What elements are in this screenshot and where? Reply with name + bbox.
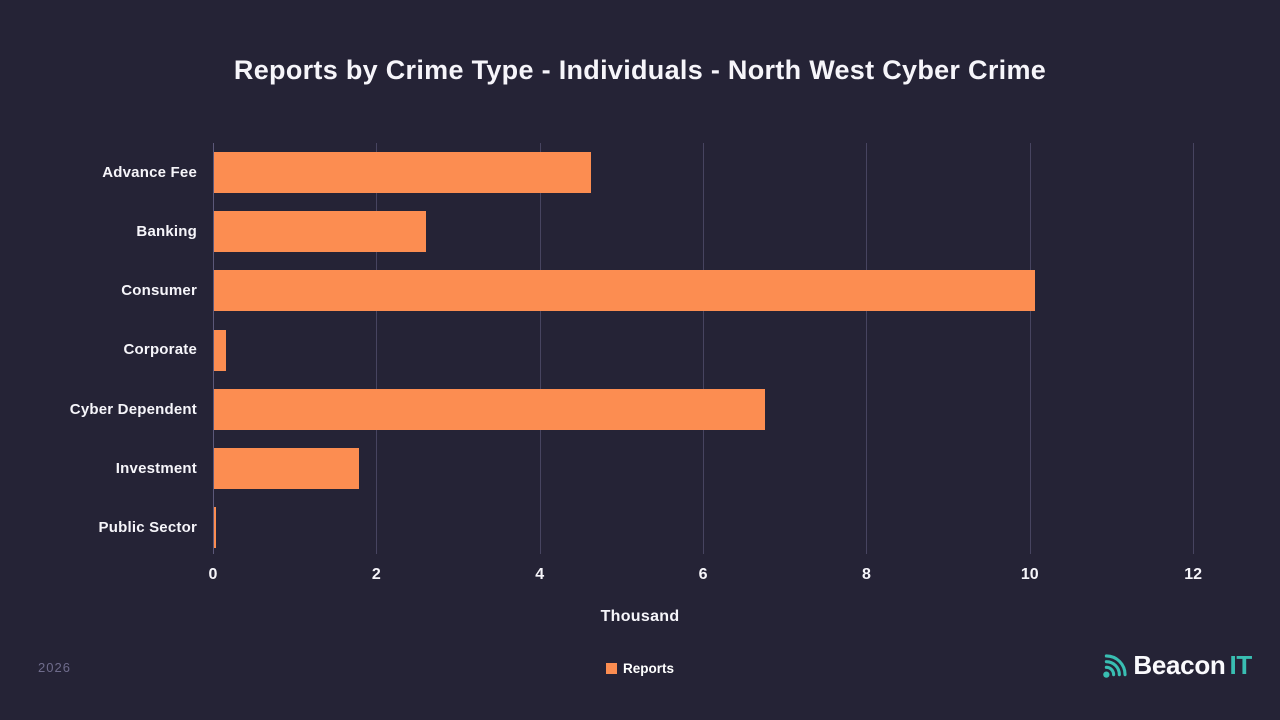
category-label-advance-fee: Advance Fee xyxy=(102,164,197,182)
footer-year: 2026 xyxy=(38,660,71,675)
category-label-corporate: Corporate xyxy=(123,341,197,359)
y-axis-line xyxy=(213,143,214,554)
bar-corporate xyxy=(214,329,227,371)
x-axis-tick-12: 12 xyxy=(1184,566,1203,583)
bar-advance-fee xyxy=(214,152,592,194)
logo-text-it: IT xyxy=(1229,650,1252,680)
x-gridline-8 xyxy=(866,143,868,554)
legend-swatch-icon xyxy=(605,663,617,674)
chart-title: Reports by Crime Type - Individuals - No… xyxy=(233,55,1047,85)
category-label-investment: Investment xyxy=(115,459,197,477)
bar-consumer xyxy=(214,270,1035,312)
x-axis-tick-4: 4 xyxy=(535,566,545,583)
y-axis-category-labels: Advance Fee Banking Consumer Corporate Cyber… xyxy=(0,143,197,557)
category-label-consumer: Consumer xyxy=(121,282,197,300)
beacon-signal-icon xyxy=(1103,654,1127,678)
x-axis-tick-labels: 0 2 4 6 8 10 12 xyxy=(209,566,1234,588)
category-label-public-sector: Public Sector xyxy=(98,518,197,536)
beaconit-logo: Beacon IT xyxy=(1102,650,1252,681)
legend-series-label: Reports xyxy=(622,661,674,676)
x-gridline-6 xyxy=(703,143,705,554)
logo-text-beacon: Beacon xyxy=(1133,650,1226,680)
x-axis-tick-10: 10 xyxy=(1020,566,1039,583)
bar-chart-plot-area xyxy=(213,143,1234,557)
x-axis-tick-6: 6 xyxy=(698,566,708,583)
x-axis-tick-2: 2 xyxy=(371,566,381,583)
bar-cyber-dependent xyxy=(214,388,765,430)
x-gridline-10 xyxy=(1029,143,1031,554)
x-axis-tick-8: 8 xyxy=(861,566,871,583)
x-gridline-4 xyxy=(539,143,541,554)
bar-banking xyxy=(214,211,427,253)
x-axis-unit-label: Thousand xyxy=(600,608,680,625)
chart-legend: Reports xyxy=(0,661,1280,676)
x-gridline-12 xyxy=(1193,143,1195,554)
category-label-cyber-dependent: Cyber Dependent xyxy=(69,400,197,418)
x-gridline-2 xyxy=(376,143,378,554)
bar-public-sector xyxy=(214,506,216,548)
bar-investment xyxy=(214,447,359,489)
x-axis-tick-0: 0 xyxy=(208,566,218,583)
category-label-banking: Banking xyxy=(136,223,197,241)
